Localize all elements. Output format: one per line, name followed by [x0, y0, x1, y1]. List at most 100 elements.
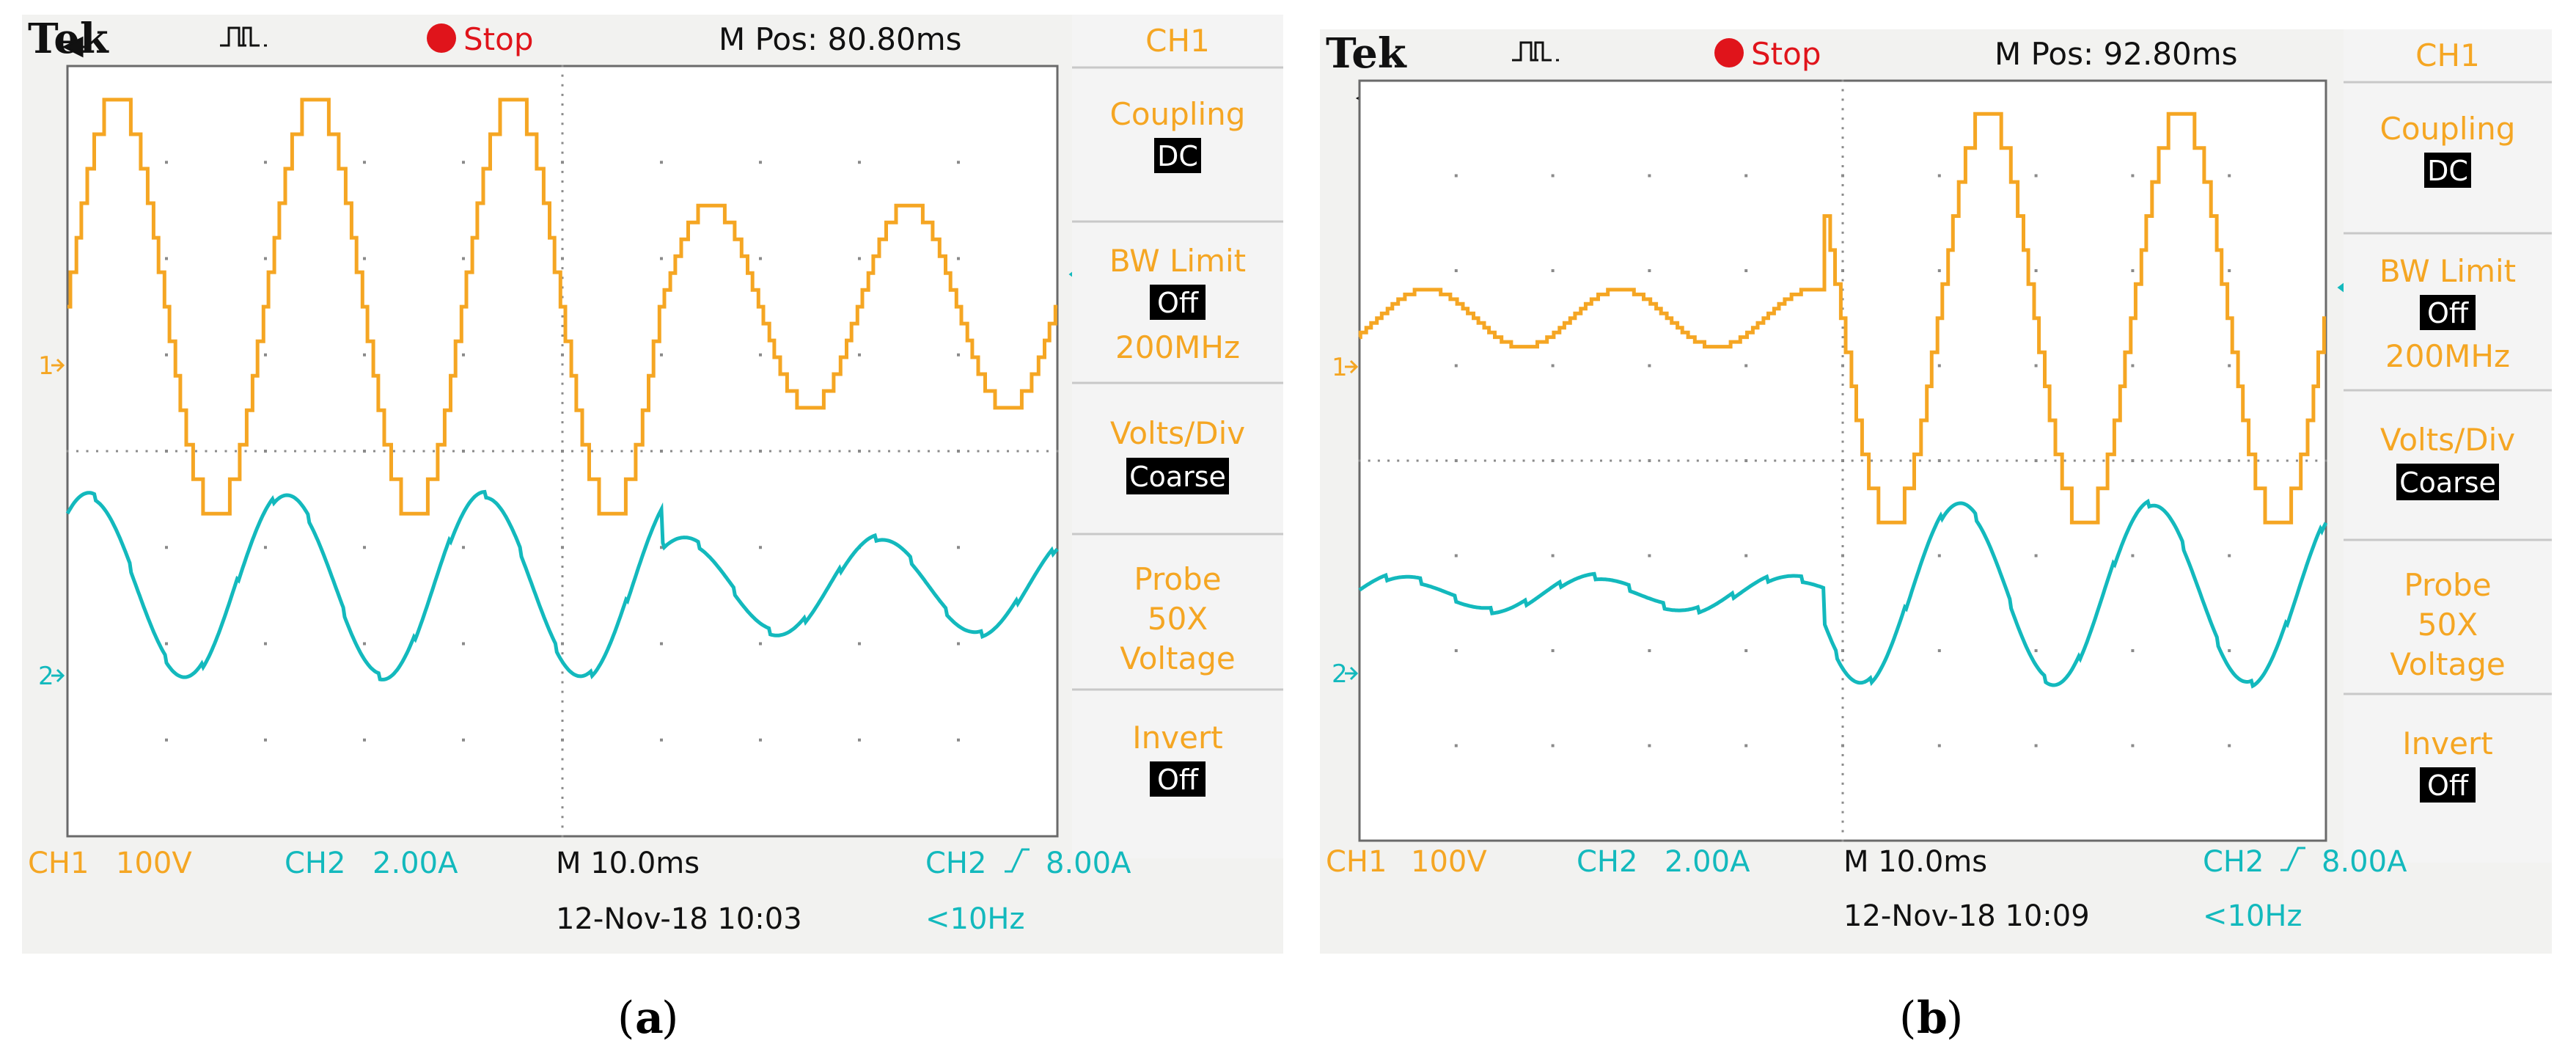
- caption-b: ( b ): [1899, 993, 1963, 1044]
- grid-tick: [561, 835, 564, 838]
- grid-tick: [1841, 678, 1844, 681]
- bw-value: Off: [2427, 297, 2469, 329]
- grid-dot: [462, 353, 465, 357]
- menu-probe[interactable]: Probe 50X Voltage: [1120, 561, 1236, 676]
- grid-tick: [957, 450, 960, 453]
- grid-tick: [1007, 450, 1009, 453]
- volts-div-label: Volts/Div: [1110, 415, 1245, 451]
- ch1-scale: 100V: [116, 847, 192, 880]
- grid-dot: [264, 353, 267, 357]
- grid-tick: [1841, 108, 1844, 111]
- grid-tick: [561, 786, 564, 789]
- menu-volts-div[interactable]: Volts/Div Coarse: [2380, 422, 2515, 500]
- menu-invert[interactable]: Invert Off: [2402, 725, 2493, 803]
- grid-tick: [1841, 801, 1844, 804]
- grid-tick: [2315, 459, 2318, 462]
- grid-dot: [2131, 174, 2135, 178]
- grid-tick: [561, 151, 564, 154]
- grid-tick: [1590, 459, 1593, 462]
- probe-label: Probe: [2404, 567, 2491, 603]
- grid-tick: [116, 450, 118, 453]
- grid-dot: [1744, 744, 1748, 748]
- grid-tick: [323, 450, 326, 453]
- grid-dot: [858, 738, 861, 742]
- volts-value-box: [1126, 458, 1229, 494]
- grid-dot: [2228, 744, 2231, 748]
- grid-tick: [1841, 336, 1844, 339]
- grid-tick: [1841, 392, 1844, 395]
- grid-tick: [561, 498, 564, 501]
- menu-coupling[interactable]: Coupling DC: [2380, 111, 2516, 188]
- grid-dot: [2228, 554, 2231, 558]
- grid-tick: [2189, 459, 2192, 462]
- grid-tick: [581, 450, 584, 453]
- grid-tick: [779, 450, 782, 453]
- grid-tick: [561, 335, 564, 337]
- menu-invert[interactable]: Invert Off: [1132, 720, 1223, 797]
- grid-dot: [264, 738, 267, 742]
- grid-tick: [1503, 459, 1506, 462]
- grid-tick: [244, 450, 247, 453]
- grid-tick: [1841, 488, 1844, 491]
- grid-tick: [561, 344, 564, 347]
- grid-tick: [561, 508, 564, 511]
- menu-volts-div[interactable]: Volts/Div Coarse: [1110, 415, 1245, 494]
- graticule: 1 2: [1332, 79, 2360, 842]
- grid-tick: [96, 450, 98, 453]
- menu-bw-limit[interactable]: BW Limit Off 200MHz: [1109, 243, 1246, 365]
- grid-dot: [2228, 269, 2231, 272]
- probe-gain: 50X: [2418, 607, 2478, 643]
- pulse-icon: [1512, 41, 1559, 62]
- grid-dot: [264, 161, 267, 164]
- ch2-scale: 2.00A: [1665, 845, 1750, 879]
- grid-dot: [462, 161, 465, 164]
- grid-tick: [541, 450, 544, 453]
- grid-tick: [561, 536, 564, 539]
- grid-dot: [957, 738, 960, 742]
- grid-tick: [1841, 772, 1844, 775]
- grid-tick: [1832, 459, 1835, 462]
- grid-tick: [561, 392, 564, 395]
- grid-tick: [561, 797, 564, 799]
- grid-tick: [1056, 450, 1059, 453]
- caption-a: ( a ): [617, 993, 678, 1044]
- grid-tick: [1841, 202, 1844, 205]
- grid-tick: [2324, 459, 2327, 462]
- grid-tick: [1841, 478, 1844, 481]
- grid-dot: [1551, 174, 1555, 178]
- grid-tick: [1841, 536, 1844, 538]
- grid-tick: [2218, 459, 2221, 462]
- grid-tick: [1638, 459, 1641, 462]
- grid-tick: [254, 450, 257, 453]
- grid-dot: [1937, 649, 1941, 652]
- grid-tick: [1793, 459, 1796, 462]
- trigger-channel: CH2: [2203, 845, 2264, 879]
- grid-tick: [561, 267, 564, 270]
- bw-value: Off: [1157, 287, 1199, 319]
- grid-dot: [1454, 649, 1458, 652]
- grid-tick: [1368, 459, 1370, 462]
- timebase: M 10.0ms: [556, 847, 700, 880]
- grid-tick: [1967, 459, 1970, 462]
- grid-tick: [1841, 611, 1844, 614]
- grid-dot: [1937, 364, 1941, 368]
- menu-bw-limit[interactable]: BW Limit Off 200MHz: [2379, 253, 2516, 374]
- grid-tick: [1841, 573, 1844, 576]
- grid-dot: [660, 161, 663, 164]
- grid-dot: [759, 161, 762, 164]
- grid-tick: [739, 450, 742, 453]
- menu-probe[interactable]: Probe 50X Voltage: [2390, 567, 2506, 682]
- grid-tick: [1841, 735, 1844, 738]
- grid-tick: [967, 450, 969, 453]
- coupling-value: DC: [2427, 155, 2468, 187]
- coupling-label: Coupling: [2380, 111, 2516, 147]
- ch2-marker: 2: [38, 662, 54, 691]
- grid-tick: [2151, 459, 2154, 462]
- menu-coupling[interactable]: Coupling DC: [1110, 96, 1246, 173]
- grid-tick: [561, 643, 564, 645]
- grid-tick: [343, 450, 346, 453]
- grid-tick: [1841, 640, 1844, 643]
- grid-tick: [829, 450, 831, 453]
- grid-tick: [1667, 459, 1670, 462]
- grid-tick: [2131, 459, 2134, 462]
